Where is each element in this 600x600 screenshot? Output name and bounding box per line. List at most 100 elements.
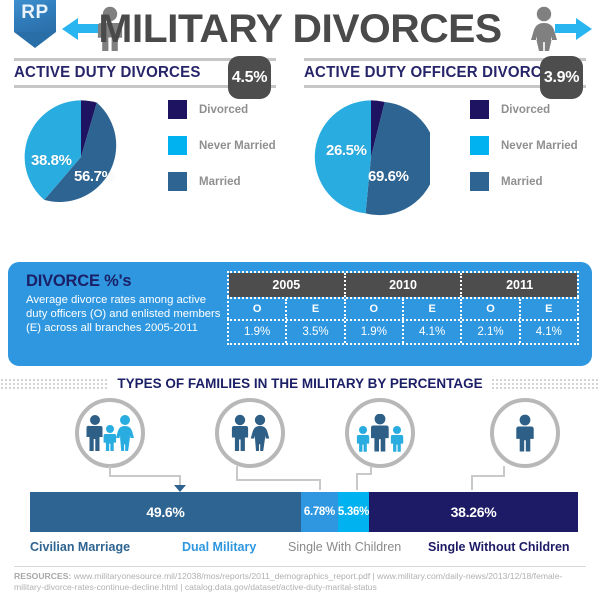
rp-logo: RP bbox=[14, 0, 56, 48]
bar-label-single-without-children: Single Without Children bbox=[428, 540, 570, 554]
pie-charts-section: ACTIVE DUTY DIVORCES 4.5% 38.8% bbox=[0, 56, 600, 238]
status-badge-officer-divorce-rate: 3.9% bbox=[540, 56, 583, 99]
resources-footer: RESOURCES: www.militaryonesource.mil/120… bbox=[14, 571, 589, 594]
table-header-row: 2005 2010 2011 bbox=[227, 271, 579, 297]
legend-item-married: Married bbox=[470, 172, 578, 191]
page-title: MILITARY DIVORCES bbox=[98, 6, 502, 51]
family-percentage-bar: 49.6% 6.78% 5.36% 38.26% bbox=[30, 492, 578, 532]
legend-item-never-married: Never Married bbox=[470, 136, 578, 155]
legend-swatch-never-married bbox=[470, 136, 489, 155]
logo-text: RP bbox=[21, 2, 49, 23]
legend-label: Never Married bbox=[199, 139, 276, 152]
pie-svg bbox=[24, 100, 117, 202]
legend-item-married: Married bbox=[168, 172, 276, 191]
family-icon-civilian-marriage bbox=[75, 398, 145, 468]
pie-label-never-married: 38.8% bbox=[31, 152, 72, 169]
section-title: ACTIVE DUTY OFFICER DIVORCES bbox=[304, 64, 563, 81]
table-subheader-cell: O bbox=[346, 299, 404, 319]
legend-swatch-divorced bbox=[470, 100, 489, 119]
bar-labels: Civilian Marriage Dual Military Single W… bbox=[0, 540, 600, 562]
bar-label-dual-military: Dual Military bbox=[182, 540, 257, 554]
divorce-rates-panel: DIVORCE %'s Average divorce rates among … bbox=[8, 262, 592, 366]
bar-segment-single-with-children: 5.36% bbox=[337, 492, 369, 532]
pie-svg bbox=[314, 100, 430, 216]
legend-label: Married bbox=[199, 175, 241, 188]
legend-item-never-married: Never Married bbox=[168, 136, 276, 155]
legend-swatch-married bbox=[470, 172, 489, 191]
rule-bottom bbox=[304, 85, 586, 88]
legend-item-divorced: Divorced bbox=[470, 100, 578, 119]
legend-label: Divorced bbox=[501, 103, 551, 116]
female-figure-icon bbox=[528, 6, 560, 57]
arrow-right-icon bbox=[576, 18, 592, 40]
pie-legend: Divorced Never Married Married bbox=[168, 100, 276, 191]
legend-swatch-never-married bbox=[168, 136, 187, 155]
family-icon-single-without-children bbox=[490, 398, 560, 468]
section-header-active-duty: ACTIVE DUTY DIVORCES 4.5% bbox=[14, 56, 276, 99]
pie-label-never-married: 26.5% bbox=[326, 142, 367, 159]
panel-description: Average divorce rates among active duty … bbox=[26, 294, 221, 335]
status-badge-divorce-rate: 4.5% bbox=[228, 56, 271, 99]
panel-title: DIVORCE %'s bbox=[26, 272, 132, 290]
pie-chart: 26.5% 69.6% bbox=[312, 98, 430, 216]
rule-bottom bbox=[14, 85, 276, 88]
table-header-cell: 2005 bbox=[229, 273, 346, 297]
table-cell: 4.1% bbox=[535, 326, 562, 338]
logo-tip bbox=[14, 32, 56, 48]
single-parent-two-children-icon bbox=[356, 414, 404, 452]
rule-top bbox=[14, 58, 276, 61]
table-cell: 1.9% bbox=[346, 321, 404, 343]
logo-banner bbox=[14, 0, 56, 32]
table-subheader-cell: E bbox=[404, 299, 463, 319]
bar-segment-dual-military: 6.78% bbox=[300, 492, 338, 532]
table-header-cell: 2011 bbox=[462, 273, 578, 297]
pie-legend: Divorced Never Married Married bbox=[470, 100, 578, 191]
table-subheader-row: O E O E O E bbox=[227, 297, 579, 319]
families-title-row: TYPES OF FAMILIES IN THE MILITARY BY PER… bbox=[0, 376, 600, 391]
header: RP MILITARY DIVORCES bbox=[0, 0, 600, 58]
family-icon-single-with-children bbox=[345, 398, 415, 468]
table-subheader-cell: E bbox=[545, 303, 553, 315]
legend-label: Married bbox=[501, 175, 543, 188]
legend-item-divorced: Divorced bbox=[168, 100, 276, 119]
family-icon-dual-military bbox=[215, 398, 285, 468]
footer-divider bbox=[14, 566, 586, 567]
pie-label-married: 69.6% bbox=[368, 168, 409, 185]
legend-label: Never Married bbox=[501, 139, 578, 152]
resources-text: www.militaryonesource.mil/12038/mos/repo… bbox=[14, 571, 563, 593]
connector-lines bbox=[109, 466, 505, 492]
arrow-right-bar bbox=[555, 24, 577, 33]
pie-chart: 38.8% 56.7% bbox=[22, 98, 140, 216]
couple-military-icon bbox=[231, 414, 270, 451]
table-header-cell: 2010 bbox=[345, 273, 463, 297]
family-type-icons bbox=[0, 398, 600, 470]
divorce-rates-table: 2005 2010 2011 O E O E O E 1.9% 3.5% 1.9… bbox=[227, 271, 579, 345]
rule-top bbox=[304, 58, 586, 61]
table-cell: 1.9% bbox=[229, 321, 288, 343]
dot-pattern-right bbox=[490, 378, 600, 389]
family-man-child-woman-icon bbox=[86, 415, 134, 451]
legend-label: Divorced bbox=[199, 103, 249, 116]
families-title: TYPES OF FAMILIES IN THE MILITARY BY PER… bbox=[117, 376, 483, 391]
dot-pattern-left bbox=[0, 378, 110, 389]
arrow-left-bar bbox=[77, 24, 99, 33]
male-figure-icon bbox=[93, 6, 127, 57]
table-cell: 4.1% bbox=[404, 321, 463, 343]
legend-swatch-divorced bbox=[168, 100, 187, 119]
resources-prefix: RESOURCES: bbox=[14, 571, 72, 581]
pie-label-married: 56.7% bbox=[74, 168, 115, 185]
legend-swatch-married bbox=[168, 172, 187, 191]
table-cell: 3.5% bbox=[287, 321, 346, 343]
table-subheader-cell: O bbox=[229, 299, 288, 319]
section-title: ACTIVE DUTY DIVORCES bbox=[14, 64, 201, 81]
table-subheader-cell: E bbox=[287, 299, 346, 319]
arrow-left-icon bbox=[62, 18, 78, 40]
bar-label-civilian-marriage: Civilian Marriage bbox=[30, 540, 131, 554]
bar-label-single-with-children: Single With Children bbox=[288, 540, 402, 554]
bar-segment-single-without-children: 38.26% bbox=[369, 492, 578, 532]
pie-block-active-duty-officer: ACTIVE DUTY OFFICER DIVORCES 3.9% 26.5% bbox=[290, 56, 600, 218]
table-row: 1.9% 3.5% 1.9% 4.1% 2.1% 4.1% bbox=[227, 319, 579, 345]
table-subheader-cell: O bbox=[462, 299, 521, 319]
bar-segment-civilian-marriage: 49.6% bbox=[30, 492, 301, 532]
